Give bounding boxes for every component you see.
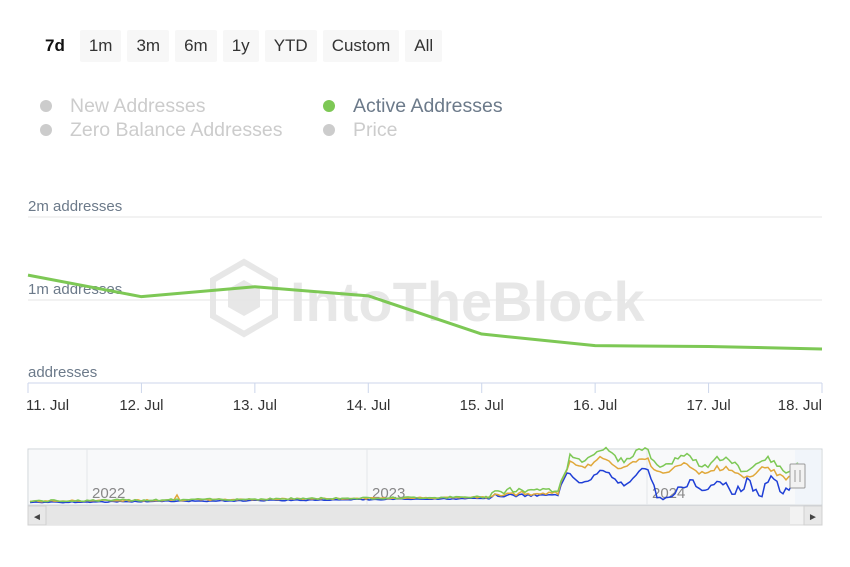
range-button-all[interactable]: All	[405, 30, 443, 62]
navigator[interactable]: 2022 2023 2024	[27, 446, 823, 506]
series-line-active-addresses[interactable]	[27, 273, 823, 351]
legend-label: Price	[353, 118, 398, 141]
legend-dot-icon	[323, 100, 335, 112]
grid	[28, 216, 822, 384]
legend-label: Zero Balance Addresses	[70, 118, 283, 141]
x-tick-label: 11. Jul	[26, 397, 69, 414]
x-tick-label: 18. Jul	[778, 397, 822, 414]
scrollbar-thumb[interactable]	[46, 506, 790, 525]
x-tick-label: 16. Jul	[573, 397, 617, 414]
legend-item-active-addresses[interactable]: Active Addresses	[323, 94, 503, 118]
legend-label: Active Addresses	[353, 94, 503, 117]
y-tick-label: 2m addresses	[28, 198, 122, 215]
legend-item-new-addresses[interactable]: New Addresses	[40, 94, 205, 118]
x-tick-label: 12. Jul	[119, 397, 163, 414]
scroll-left-button[interactable]	[27, 505, 47, 526]
navigator-mask	[29, 450, 795, 504]
watermark: IntoTheBlock	[210, 258, 646, 338]
navigator-year-label: 2022	[92, 485, 125, 502]
range-selector: 7d 1m 3m 6m 1y YTD Custom All	[36, 30, 443, 62]
y-tick-label: addresses	[28, 364, 97, 381]
y-axis-labels: addresses 1m addresses 2m addresses	[28, 198, 122, 381]
range-button-ytd[interactable]: YTD	[264, 30, 317, 62]
range-button-1m[interactable]: 1m	[79, 30, 122, 62]
x-tick-label: 17. Jul	[686, 397, 730, 414]
scroll-left-icon: ◄	[32, 512, 42, 523]
watermark-logo-icon	[210, 258, 278, 338]
x-tick-label: 14. Jul	[346, 397, 390, 414]
scroll-right-icon: ►	[808, 512, 818, 523]
legend-label: New Addresses	[70, 94, 206, 117]
range-button-1y[interactable]: 1y	[222, 30, 259, 62]
navigator-handle-icon[interactable]	[789, 463, 806, 489]
x-tick-label: 15. Jul	[460, 397, 504, 414]
y-tick-label: 1m addresses	[28, 281, 122, 298]
range-button-3m[interactable]: 3m	[127, 30, 170, 62]
x-tick-label: 13. Jul	[233, 397, 277, 414]
x-axis: 11. Jul 12. Jul 13. Jul 14. Jul 15. Jul 16. J…	[26, 383, 823, 414]
legend-item-zero-balance-addresses[interactable]: Zero Balance Addresses	[40, 118, 282, 142]
legend-dot-icon	[40, 100, 52, 112]
range-button-6m[interactable]: 6m	[175, 30, 217, 62]
watermark-text: IntoTheBlock	[290, 270, 646, 333]
navigator-scrollbar[interactable]: ◄ ►	[27, 505, 823, 526]
range-button-custom[interactable]: Custom	[322, 30, 400, 62]
navigator-series-green	[29, 446, 799, 503]
legend-item-price[interactable]: Price	[323, 118, 397, 142]
legend-dot-icon	[40, 124, 52, 136]
legend-dot-icon	[323, 124, 335, 136]
scroll-right-button[interactable]	[803, 505, 823, 526]
range-button-7d[interactable]: 7d	[36, 30, 74, 62]
series-group	[27, 273, 823, 351]
